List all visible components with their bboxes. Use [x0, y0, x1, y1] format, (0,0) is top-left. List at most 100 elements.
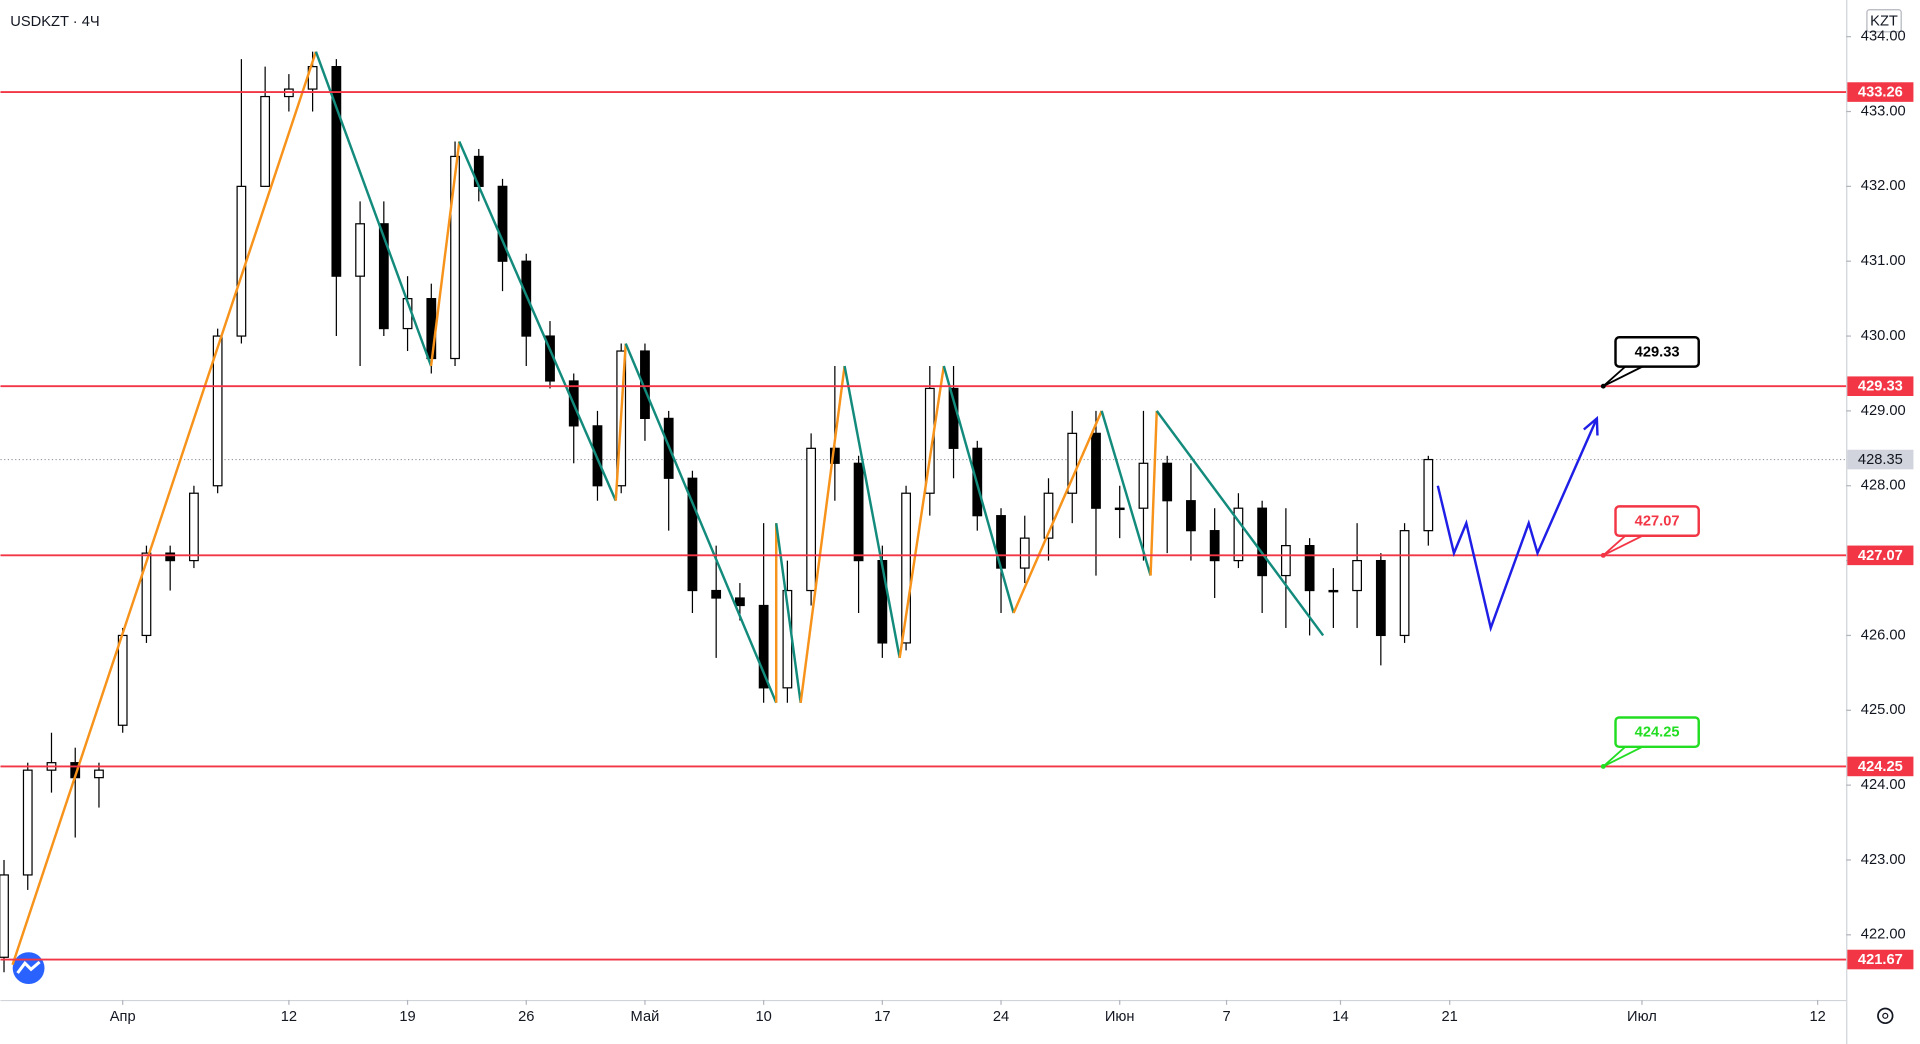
candle-body — [1352, 559, 1362, 592]
callout-anchor — [1600, 763, 1606, 769]
zigzag-segment — [843, 365, 901, 659]
x-tick-label: Июл — [1627, 1009, 1657, 1025]
logo[interactable] — [12, 952, 45, 985]
level-axis-label: 427.07 — [1858, 548, 1903, 564]
zigzag-segment — [775, 523, 802, 703]
zigzag-segment — [624, 343, 778, 704]
candle-body — [189, 492, 199, 562]
candle-body — [758, 604, 769, 689]
zigzag-segment — [799, 365, 846, 703]
callout-box — [1614, 716, 1700, 749]
y-tick-label: 426.00 — [1861, 627, 1906, 643]
candle-body — [331, 66, 342, 277]
candle-body — [1328, 589, 1339, 593]
candle-body — [924, 387, 935, 494]
level-axis-label: 421.67 — [1858, 952, 1903, 968]
last-price-label: 428.35 — [1858, 452, 1903, 468]
level-axis-label: 433.26 — [1858, 85, 1903, 101]
zigzag-segment — [314, 51, 433, 367]
zigzag-segment — [429, 141, 461, 367]
x-tick-label: 21 — [1442, 1009, 1458, 1025]
x-tick-label: Июн — [1105, 1009, 1135, 1025]
symbol-title: USDKZT · 4Ч — [10, 14, 99, 30]
callout-label: 424.25 — [1635, 725, 1680, 741]
y-tick-label: 425.00 — [1861, 702, 1906, 718]
level-axis-label: 429.33 — [1858, 379, 1903, 395]
level-axis-box — [1847, 545, 1914, 566]
x-tick-label: 7 — [1222, 1009, 1230, 1025]
candle-body — [735, 597, 745, 607]
zigzag-segment — [11, 51, 318, 966]
candle-body — [0, 874, 9, 958]
candle-body — [1399, 530, 1410, 637]
x-tick-label: 10 — [755, 1009, 771, 1025]
zigzag-segment — [458, 140, 617, 502]
callout-label: 429.33 — [1635, 344, 1680, 360]
candle-body — [1304, 545, 1315, 592]
candle-body — [877, 559, 888, 644]
level-axis-box — [1847, 82, 1914, 102]
candle-body — [1138, 462, 1149, 509]
x-tick-label: 12 — [281, 1009, 297, 1025]
candle-body — [806, 447, 817, 592]
candle-body — [1091, 432, 1101, 509]
candle-body — [355, 223, 365, 277]
x-tick-label: 12 — [1809, 1009, 1825, 1025]
candle-body — [1019, 537, 1030, 569]
candle-body — [521, 260, 532, 337]
zigzag-segment — [1149, 410, 1158, 576]
callout-label: 427.07 — [1635, 514, 1680, 530]
candle-body — [141, 552, 152, 637]
callout-box — [1614, 336, 1700, 368]
level-axis-box — [1847, 756, 1914, 777]
candle-body — [94, 769, 104, 779]
candle-body — [1067, 432, 1078, 494]
candle-body — [497, 185, 508, 262]
y-tick-label: 423.00 — [1861, 852, 1906, 868]
candle-body — [1114, 507, 1125, 511]
x-tick-label: 19 — [399, 1009, 415, 1025]
candle-body — [1375, 559, 1386, 637]
candle-body — [1233, 507, 1244, 562]
zigzag-segment — [1100, 410, 1152, 576]
forecast-path — [1436, 417, 1598, 633]
level-axis-box — [1847, 376, 1914, 396]
candle-body — [378, 223, 389, 330]
y-tick-label: 430.00 — [1861, 328, 1906, 344]
candle-body — [260, 95, 271, 187]
x-tick-label: 26 — [518, 1009, 534, 1025]
candle-body — [450, 155, 460, 360]
zigzag-segment — [1012, 410, 1103, 614]
forecast-arrowhead — [1583, 415, 1599, 436]
candle-body — [1280, 545, 1291, 577]
zigzag-segment — [614, 343, 627, 501]
currency-box[interactable] — [1866, 9, 1902, 33]
candle-body — [853, 462, 864, 562]
y-tick-label: 432.00 — [1861, 178, 1906, 194]
x-tick-label: Апр — [110, 1009, 136, 1025]
last-price-box — [1847, 449, 1914, 470]
x-tick-label: 17 — [874, 1009, 890, 1025]
y-tick-label: 433.00 — [1861, 103, 1906, 119]
candle-body — [22, 769, 33, 876]
candle-body — [117, 634, 128, 726]
candle-body — [1257, 507, 1268, 577]
candle-body — [1043, 492, 1054, 539]
y-tick-label: 424.00 — [1861, 777, 1906, 793]
candle-body — [165, 552, 176, 562]
zigzag-segment — [942, 365, 1015, 614]
callout-anchor — [1600, 383, 1606, 389]
zigzag-segment — [898, 365, 946, 659]
candle-body — [901, 492, 911, 644]
currency-label: KZT — [1870, 13, 1898, 29]
candle-body — [1186, 500, 1196, 532]
y-tick-label: 431.00 — [1861, 253, 1906, 269]
candle-body — [640, 350, 650, 419]
x-tick-label: 24 — [993, 1009, 1009, 1025]
candle-body — [1209, 530, 1220, 562]
settings-icon[interactable] — [1877, 1007, 1894, 1025]
callout-box — [1614, 505, 1700, 537]
y-tick-label: 422.00 — [1861, 927, 1906, 943]
candle-body — [687, 477, 698, 592]
